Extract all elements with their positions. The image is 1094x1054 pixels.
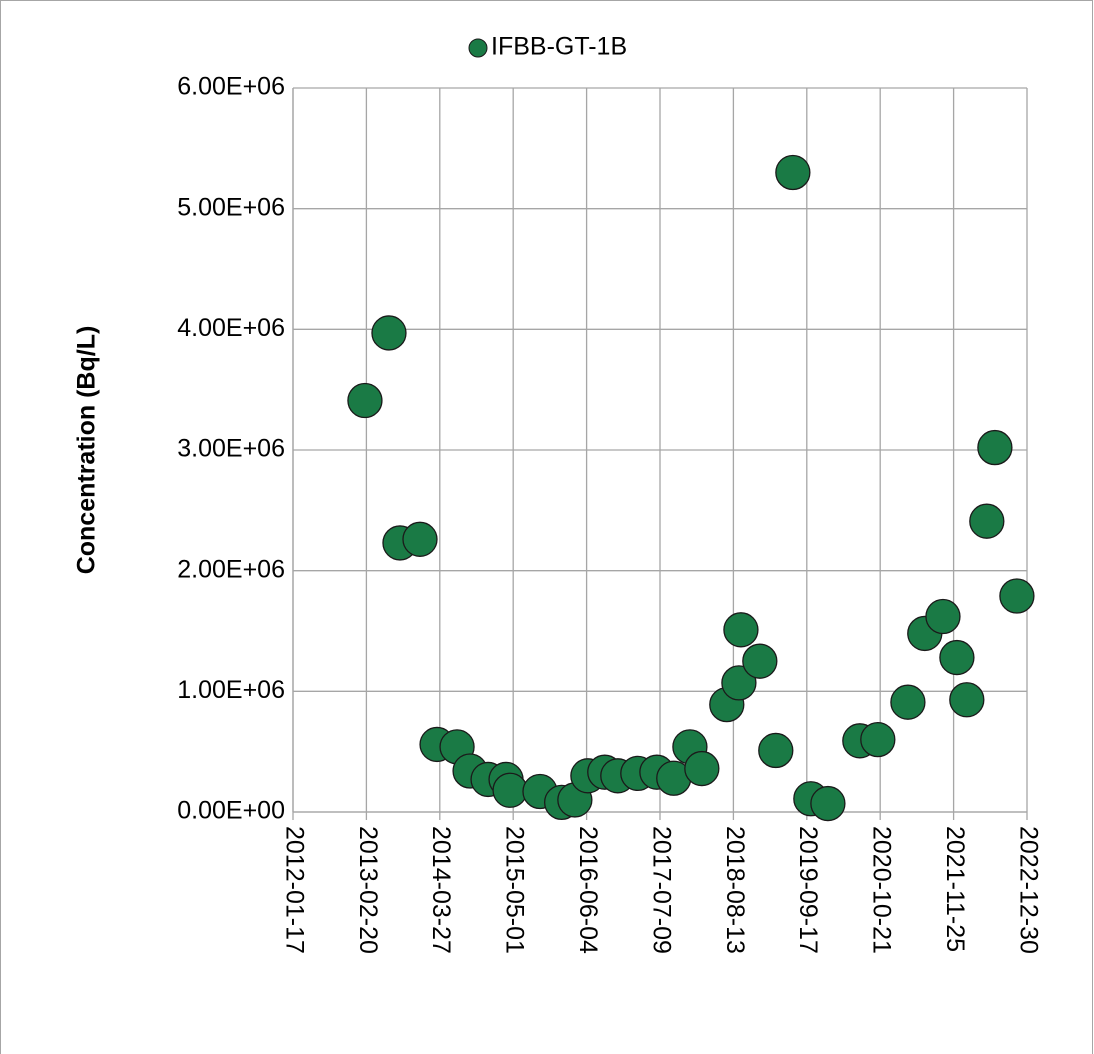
y-tick-label: 6.00E+06 [177, 73, 285, 101]
x-tick-label: 2021-11-25 [941, 826, 969, 952]
point [890, 684, 926, 720]
x-tick-label: 2016-06-04 [574, 826, 602, 954]
point [723, 612, 759, 648]
y-tick-label: 5.00E+06 [177, 193, 285, 221]
x-tick-label: 2014-03-27 [427, 826, 455, 954]
point [977, 429, 1013, 466]
y-tick-label: 0.00E+00 [177, 797, 285, 825]
point [949, 682, 985, 718]
x-tick-label: 2019-09-17 [794, 826, 822, 954]
point [371, 315, 407, 351]
point [999, 578, 1035, 614]
point [969, 503, 1005, 539]
y-tick-label: 3.00E+06 [177, 435, 285, 463]
point [810, 785, 846, 822]
x-tick-label: 2022-12-30 [1014, 826, 1042, 954]
point [684, 750, 720, 787]
point [758, 732, 794, 769]
x-tick-label: 2015-05-01 [501, 826, 529, 954]
x-tick-label: 2017-07-09 [647, 826, 675, 954]
point [492, 772, 528, 808]
x-tick-label: 2018-08-13 [721, 826, 749, 954]
y-tick-label: 1.00E+06 [177, 676, 285, 704]
legend-label: IFBB-GT-1B [491, 33, 627, 61]
point [939, 639, 975, 676]
point [402, 521, 438, 557]
point [925, 598, 961, 635]
point [742, 643, 778, 679]
y-tick-label: 2.00E+06 [177, 555, 285, 583]
point [860, 721, 896, 758]
point [347, 382, 383, 419]
point [721, 665, 757, 701]
x-tick-label: 2013-02-20 [354, 826, 382, 954]
point [775, 154, 811, 191]
y-axis-title: Concentration (Bq/L) [73, 326, 101, 575]
x-tick-label: 2020-10-21 [868, 826, 896, 954]
legend-marker [468, 38, 488, 58]
y-tick-label: 4.00E+06 [177, 314, 285, 342]
x-tick-label: 2012-01-17 [280, 826, 308, 954]
